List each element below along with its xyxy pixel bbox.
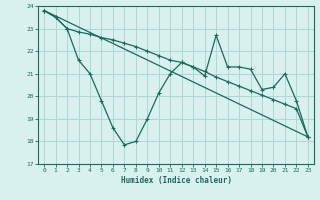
X-axis label: Humidex (Indice chaleur): Humidex (Indice chaleur) xyxy=(121,176,231,185)
